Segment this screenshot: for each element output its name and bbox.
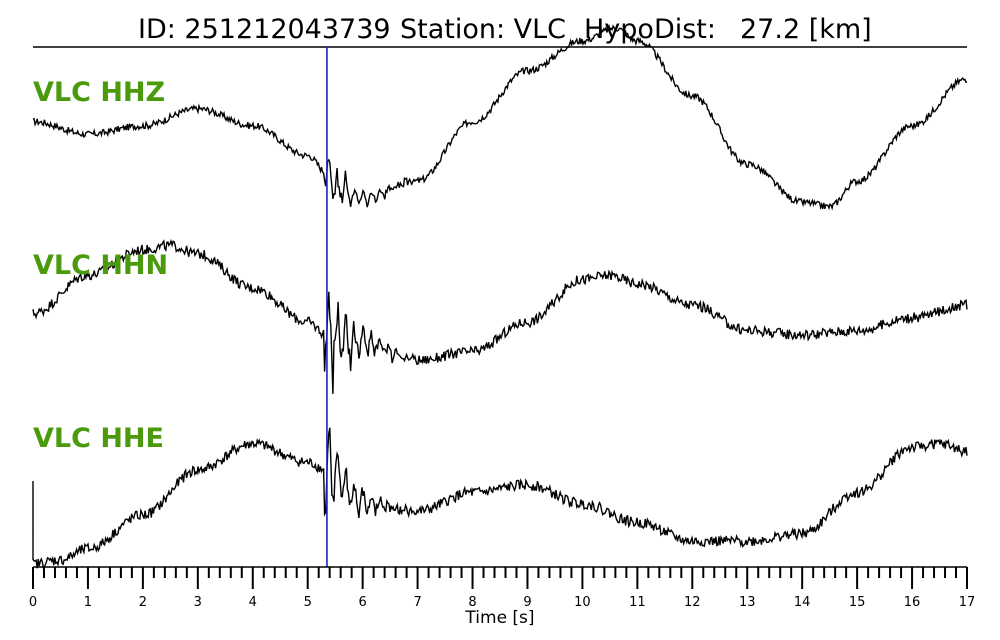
x-tick-label: 9	[523, 595, 531, 610]
channel-label-hhe: VLC HHE	[33, 423, 164, 454]
x-tick-label: 4	[249, 595, 257, 610]
x-tick-label: 14	[794, 595, 811, 610]
x-tick-label: 7	[413, 595, 421, 610]
event-id: ID: 251212043739	[138, 14, 391, 45]
channel-label-hhz: VLC HHZ	[33, 77, 165, 108]
trace-vlc-hhn	[32, 238, 968, 394]
x-axis: 0 1 2 3 4 5 6 7 8 9 10 11 12 13 14 15 16 17	[29, 566, 976, 610]
x-tick-label: 12	[684, 595, 701, 610]
station-name: Station: VLC	[400, 14, 566, 45]
x-tick-label: 1	[84, 595, 92, 610]
x-tick-label: 17	[959, 595, 976, 610]
x-tick-label: 8	[468, 595, 476, 610]
trace-vlc-hhz	[32, 23, 968, 211]
traces-group	[32, 23, 968, 569]
x-tick-label: 15	[849, 595, 866, 610]
x-tick-label: 6	[359, 595, 367, 610]
trace-vlc-hhe	[32, 427, 968, 569]
channel-label-hhn: VLC HHN	[33, 250, 168, 281]
x-tick-label: 2	[139, 595, 147, 610]
x-tick-label: 13	[739, 595, 756, 610]
hypodist-value: 27.2 [km]	[740, 14, 872, 45]
x-tick-label: 3	[194, 595, 202, 610]
x-tick-label: 5	[304, 595, 312, 610]
x-tick-label: 0	[29, 595, 37, 610]
x-tick-label: 16	[904, 595, 921, 610]
x-axis-label: Time [s]	[464, 608, 534, 628]
x-tick-label: 11	[629, 595, 646, 610]
x-tick-label: 10	[574, 595, 591, 610]
